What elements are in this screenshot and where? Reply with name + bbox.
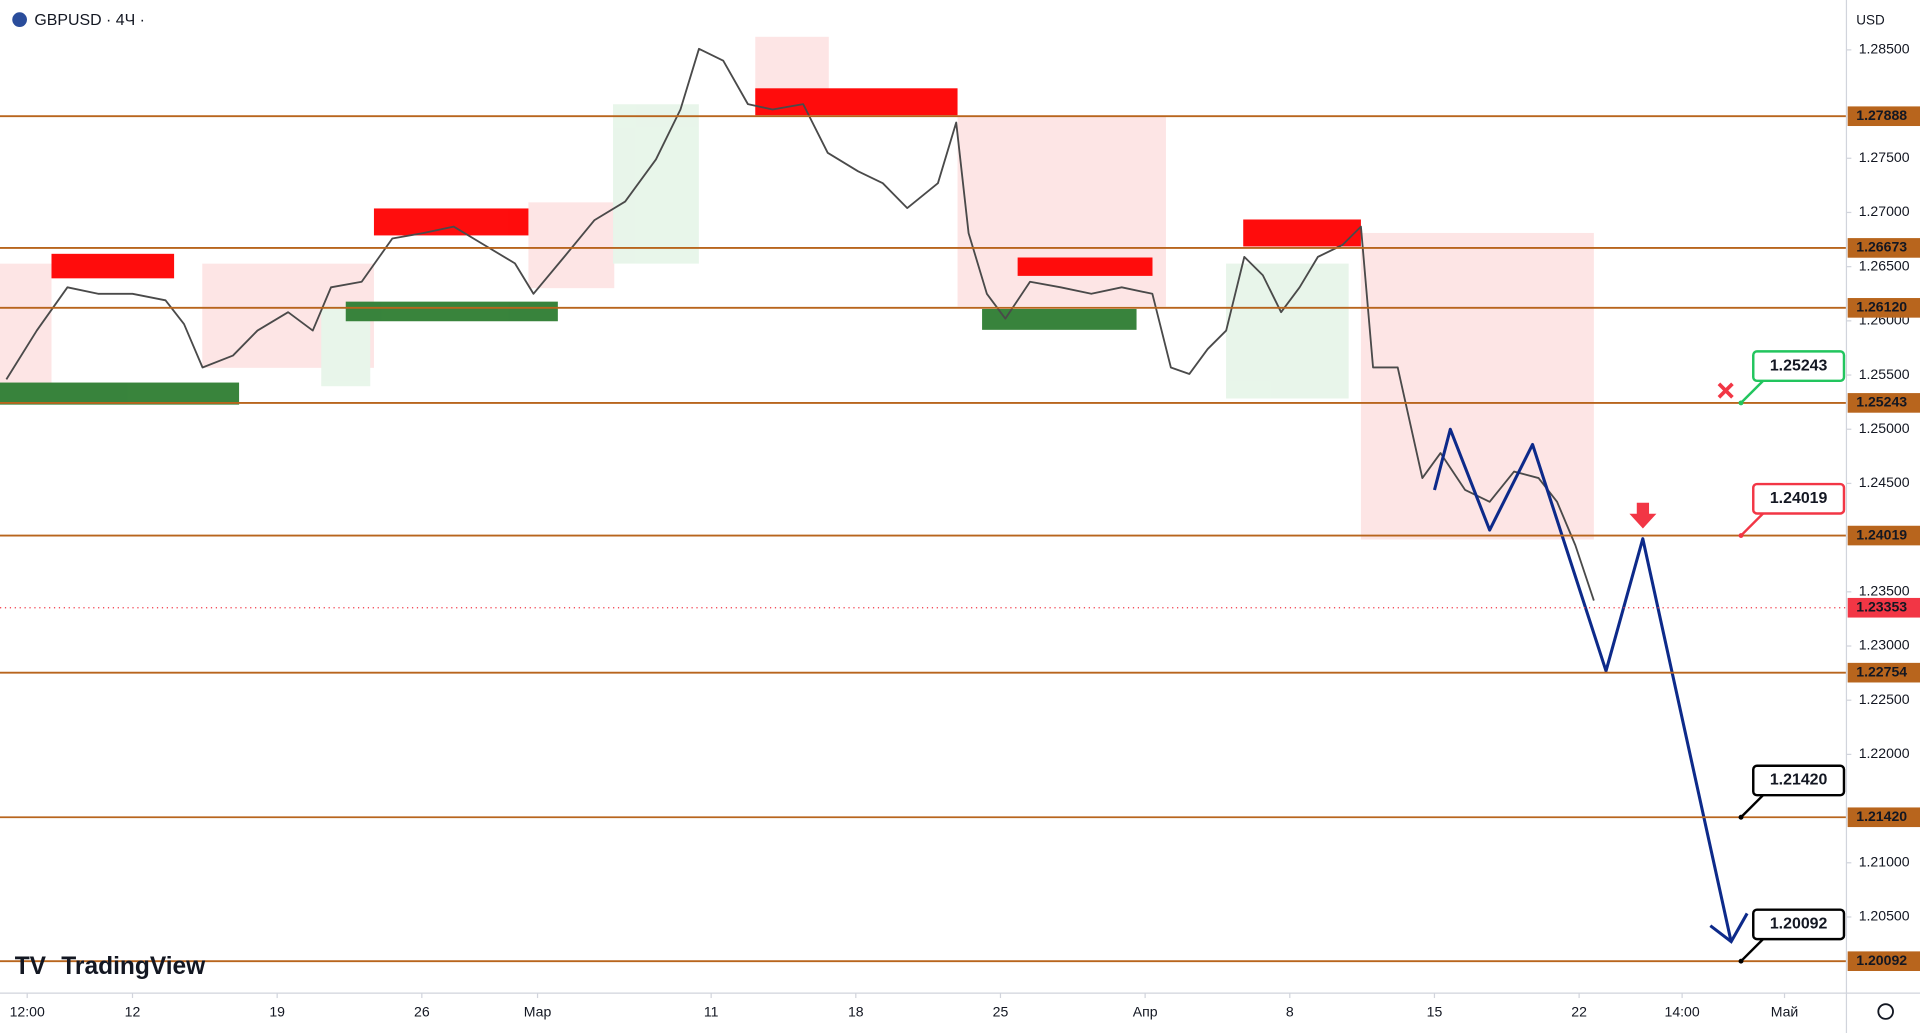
- currency[interactable]: USD: [1856, 12, 1885, 27]
- x-tick-label: 12:00: [10, 1003, 45, 1019]
- level-badge-label: 1.21420: [1856, 808, 1907, 824]
- x-tick-label: 19: [269, 1003, 285, 1019]
- y-tick-label: 1.27500: [1859, 149, 1910, 165]
- level-badge-label: 1.25243: [1856, 394, 1907, 410]
- callout-label: 1.24019: [1770, 490, 1828, 507]
- support-zone: [982, 308, 1137, 330]
- axes: 1.285001.275001.270001.265001.260001.255…: [10, 41, 1920, 1019]
- level-badge: [1847, 951, 1920, 972]
- x-tick-label: Апр: [1133, 1003, 1158, 1019]
- y-tick-label: 1.22500: [1859, 691, 1910, 707]
- brand: TradingView: [61, 953, 206, 980]
- level-badge-label: 1.27888: [1856, 107, 1907, 123]
- callout-anchor: [1738, 814, 1744, 820]
- level-badge: [1847, 106, 1920, 127]
- x-tick-label: Мар: [524, 1003, 552, 1019]
- zone-shade: [0, 263, 52, 387]
- level-badge: [1847, 662, 1920, 683]
- level-badge: [1847, 238, 1920, 258]
- resistance-zone: [1017, 257, 1153, 276]
- y-tick-label: 1.23500: [1859, 583, 1910, 599]
- callout-pointer: [1740, 379, 1764, 404]
- x-tick-label: 22: [1571, 1003, 1587, 1019]
- x-tick-label: 18: [848, 1003, 864, 1019]
- arrow-head: [1709, 912, 1749, 944]
- level-badge: [1847, 807, 1920, 828]
- level-badge: [1847, 525, 1920, 546]
- callout-pointer: [1740, 938, 1764, 963]
- x-tick-label: 12: [125, 1003, 141, 1019]
- callout-box: [1752, 908, 1846, 941]
- zone-shade: [755, 36, 829, 99]
- level-badge-label: 1.26673: [1856, 239, 1907, 255]
- y-tick-label: 1.26500: [1859, 257, 1910, 273]
- sell-arrow: [1629, 502, 1657, 529]
- symbol-title[interactable]: GBPUSD · 4Ч ·: [34, 12, 145, 29]
- level-badge-label: 1.20092: [1856, 952, 1907, 968]
- callout-anchor: [1738, 958, 1744, 964]
- resistance-zone: [373, 208, 529, 236]
- callout-label: 1.20092: [1770, 916, 1828, 933]
- x-tick-label: 15: [1427, 1003, 1443, 1019]
- y-tick-label: 1.25500: [1859, 366, 1910, 382]
- callout-anchor: [1738, 533, 1744, 539]
- x-tick-label: 25: [993, 1003, 1009, 1019]
- callout-box: [1752, 764, 1846, 797]
- y-tick-label: 1.21000: [1859, 853, 1910, 869]
- brand-icon: TV: [15, 953, 47, 980]
- y-tick-label: 1.20500: [1859, 908, 1910, 924]
- level-badge: [1847, 298, 1920, 318]
- settings-button[interactable]: [1877, 1003, 1894, 1020]
- callout-label: 1.25243: [1770, 357, 1828, 374]
- y-tick-label: 1.28500: [1859, 41, 1910, 57]
- resistance-zone: [1243, 219, 1361, 247]
- x-tick-label: 14:00: [1664, 1003, 1699, 1019]
- y-tick-label: 1.25000: [1859, 420, 1910, 436]
- y-tick-label: 1.22000: [1859, 745, 1910, 761]
- symbol-flag: [12, 12, 27, 27]
- zone-shade: [957, 116, 1166, 307]
- support-zone: [0, 382, 240, 405]
- support-zone: [345, 301, 558, 322]
- resistance-zone: [755, 88, 958, 116]
- x-tick-label: 8: [1286, 1003, 1294, 1019]
- x-tick-label: Май: [1771, 1003, 1799, 1019]
- zone-shade: [1226, 263, 1349, 399]
- callout-pointer: [1740, 794, 1764, 819]
- x-tick-label: 11: [704, 1003, 719, 1019]
- callout-label: 1.21420: [1770, 772, 1828, 789]
- callout-anchor: [1738, 400, 1744, 406]
- current-price-label: 1.23353: [1856, 598, 1907, 614]
- level-badge-label: 1.24019: [1856, 526, 1907, 542]
- current-price-badge: [1847, 597, 1920, 618]
- y-tick-label: 1.24500: [1859, 474, 1910, 490]
- level-badge-label: 1.22754: [1856, 663, 1907, 679]
- zone-shade: [613, 104, 699, 264]
- level-badge: [1847, 393, 1920, 413]
- resistance-zone: [51, 253, 175, 279]
- callout-box: [1752, 350, 1846, 383]
- callout-box: [1752, 482, 1846, 515]
- x-tick-label: 26: [414, 1003, 430, 1019]
- y-tick-label: 1.27000: [1859, 203, 1910, 219]
- plot: 1.25243 1.24019 1.21420 1.20092: [0, 47, 1847, 964]
- cancel-marker: [1717, 382, 1734, 399]
- level-badge-label: 1.26120: [1856, 299, 1907, 315]
- price-line: [5, 47, 1595, 601]
- y-tick-label: 1.23000: [1859, 637, 1910, 653]
- zone-shade: [1360, 232, 1594, 540]
- projection-line: [1432, 427, 1733, 942]
- callout-pointer: [1740, 512, 1764, 537]
